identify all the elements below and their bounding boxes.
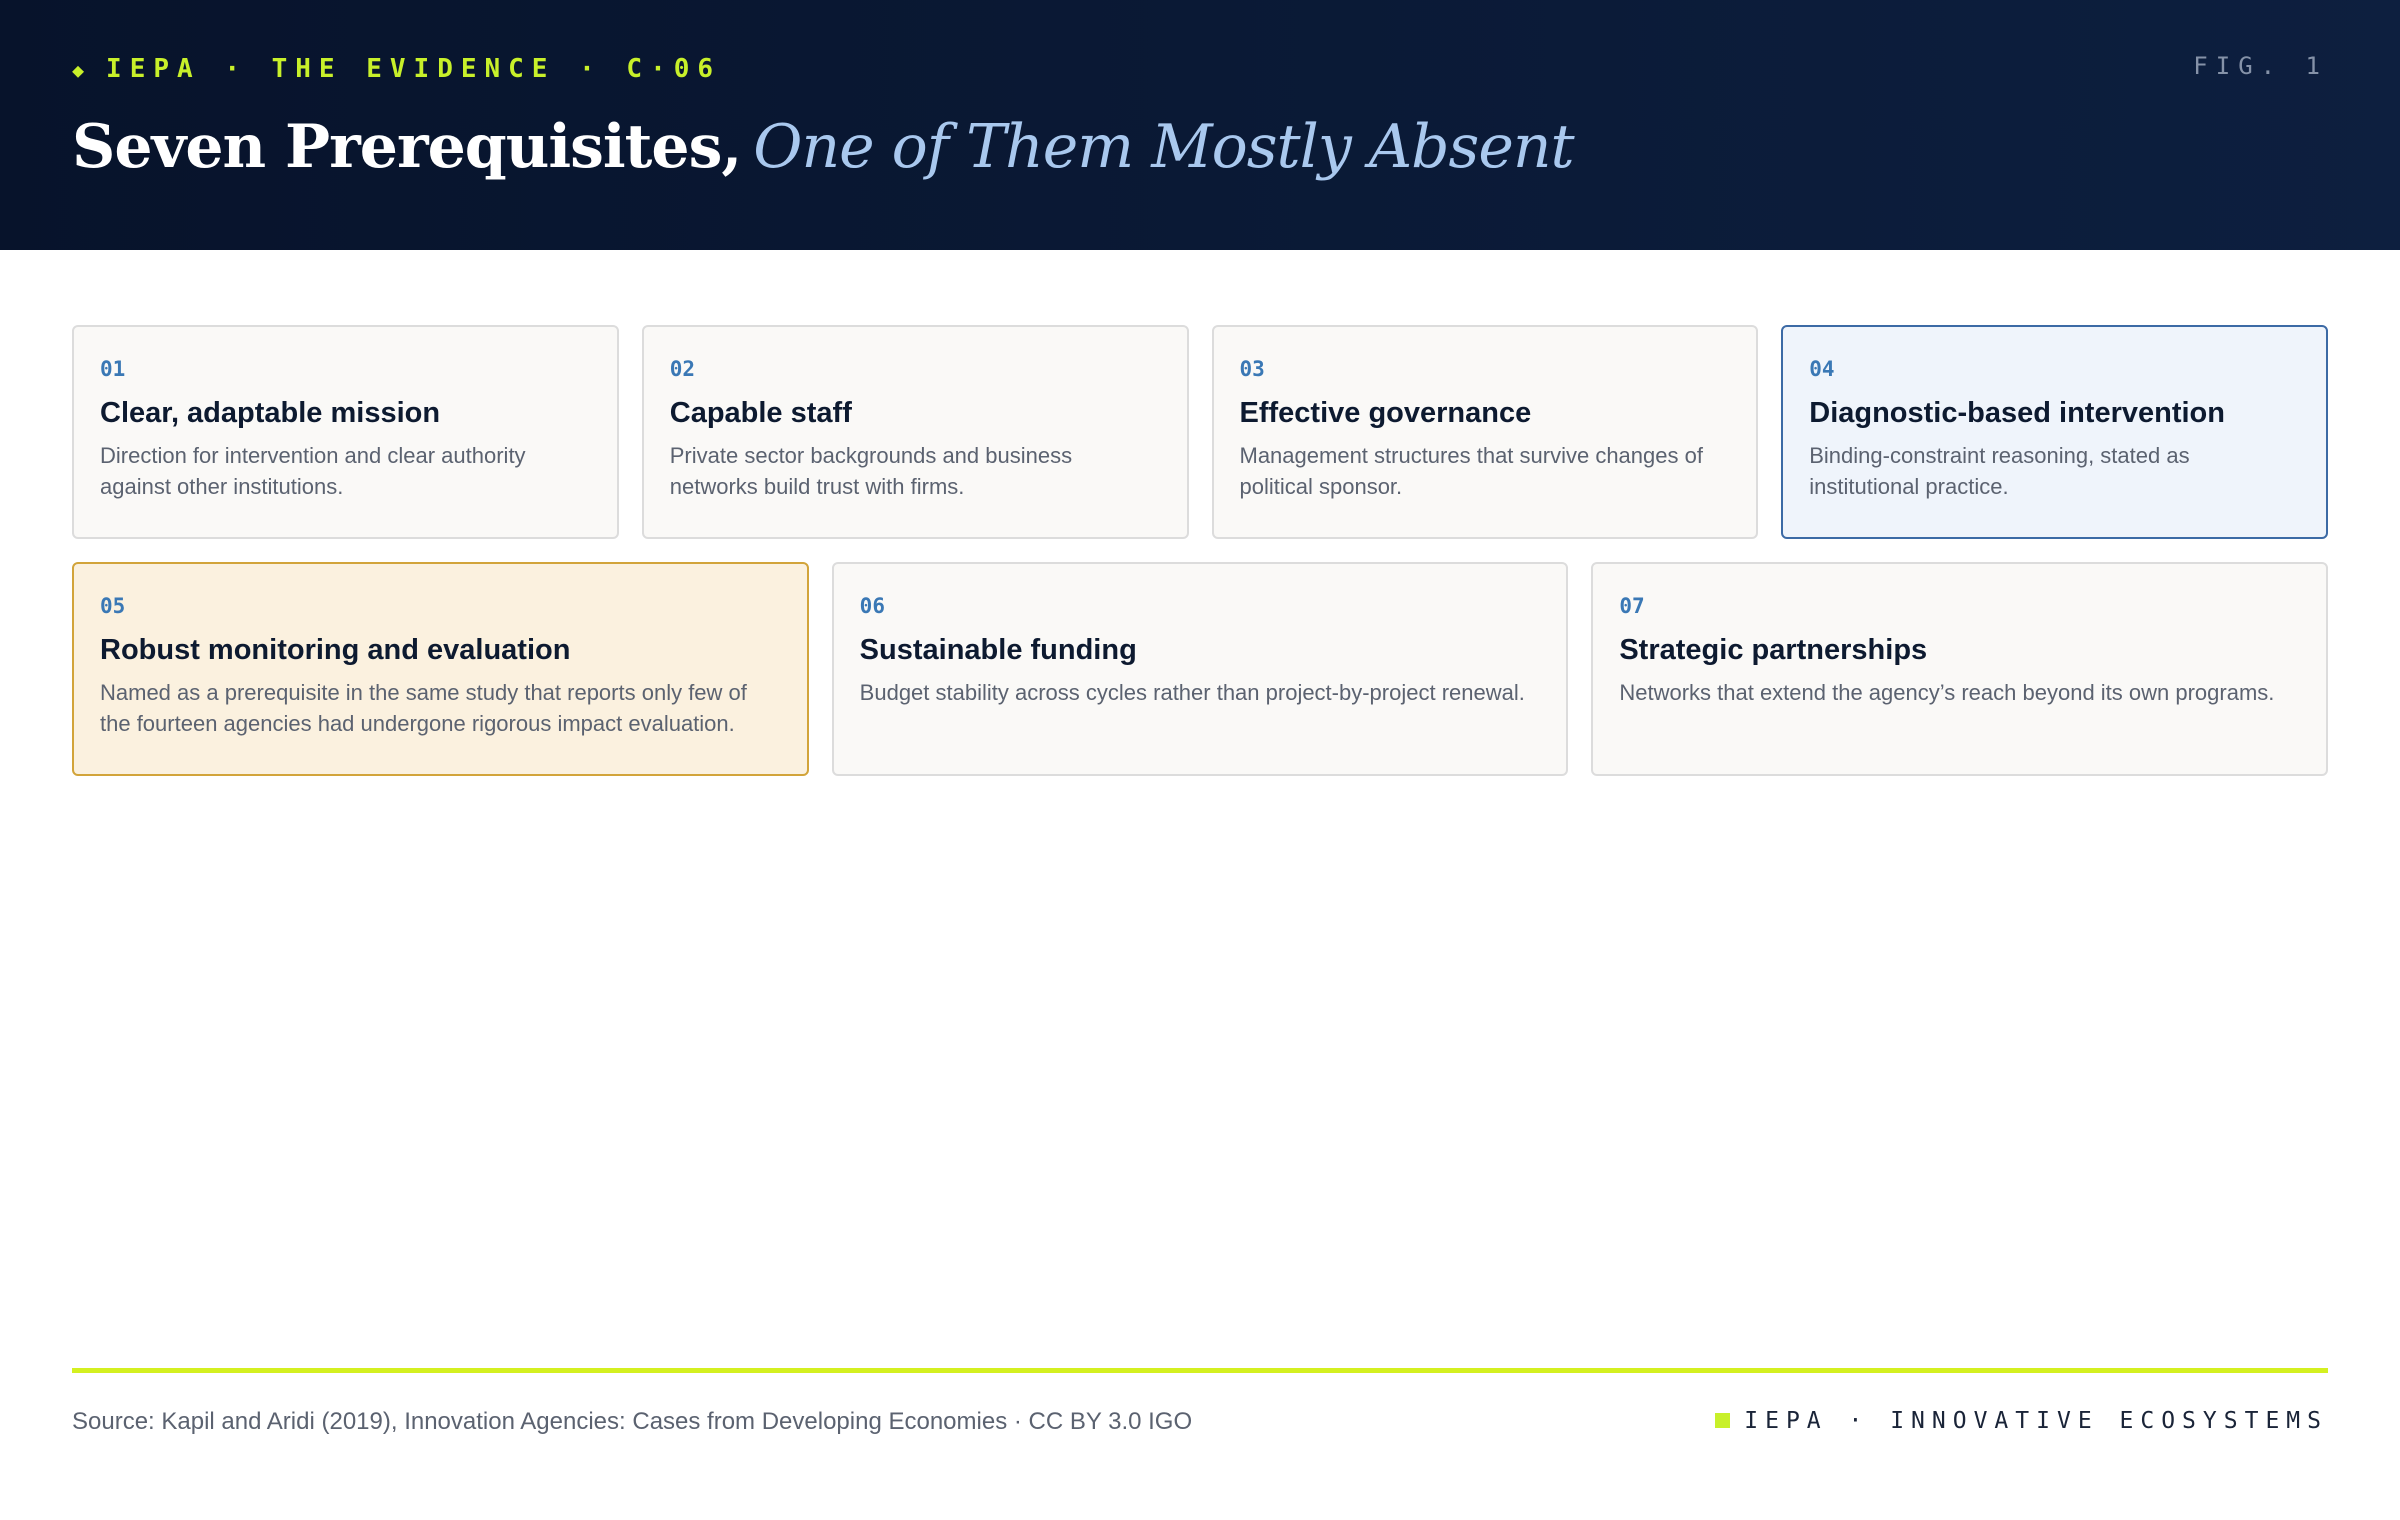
card-description: Private sector backgrounds and business … [669,443,1073,499]
card: 02 Capable staff Private sector background… [641,325,1189,539]
card-number: 03 [1239,357,1265,381]
source: Source: Kapil and Aridi (2019), Innovati… [72,1408,1193,1435]
card: 07 Strategic partnerships Networks that ex… [1591,562,2329,776]
title: Seven Prerequisites, One of Them Mostly A… [72,112,1575,182]
card-title: Clear, adaptable mission [100,397,441,429]
card-number: 07 [1619,594,1645,618]
brand: IEPA · INNOVATIVE ECOSYSTEMS [1715,1408,2328,1434]
title-main: Seven Prerequisites, [72,112,742,182]
card-description: Budget stability across cycles rather th… [859,680,1525,705]
header: IEPA · THE EVIDENCE · C·06 FIG. 1 Seven … [0,0,2400,250]
card: 04 Diagnostic-based intervention Binding-c… [1781,325,2328,539]
card-title: Diagnostic-based intervention [1809,397,2225,429]
card: 05 Robust monitoring and evaluation Named … [72,562,809,776]
card-title: Robust monitoring and evaluation [100,634,571,666]
card-title: Capable staff [669,397,852,429]
card-number: 04 [1809,357,1835,381]
footer-rule [72,1368,2328,1373]
card-title: Strategic partnerships [1619,634,1928,666]
card-description: Binding-constraint reasoning, stated as … [1809,443,2190,499]
card: 06 Sustainable funding Budget stability ac… [831,562,1569,776]
card: 01 Clear, adaptable mission Direction for … [72,325,619,539]
kicker: IEPA · THE EVIDENCE · C·06 [72,54,721,84]
card-number: 05 [100,594,126,618]
card-title: Effective governance [1239,397,1532,429]
card-description: Named as a prerequisite in the same stud… [100,680,747,736]
card-row: 05 Robust monitoring and evaluation Named … [72,562,2329,776]
card-title: Sustainable funding [859,634,1137,666]
card-grid: 01 Clear, adaptable mission Direction for … [72,325,2329,799]
card-number: 02 [669,357,696,381]
figure-label: FIG. 1 [2193,52,2328,80]
title-italic: One of Them Mostly Absent [753,112,1574,182]
card-description: Direction for intervention and clear aut… [100,443,526,499]
card-description: Networks that extend the agency’s reach … [1619,680,2275,705]
card-row: 01 Clear, adaptable mission Direction for … [72,325,2328,539]
card-description: Management structures that survive chang… [1239,443,1703,499]
card: 03 Effective governance Management structu… [1211,325,1759,539]
card-number: 01 [100,357,126,381]
card-number: 06 [859,594,885,618]
